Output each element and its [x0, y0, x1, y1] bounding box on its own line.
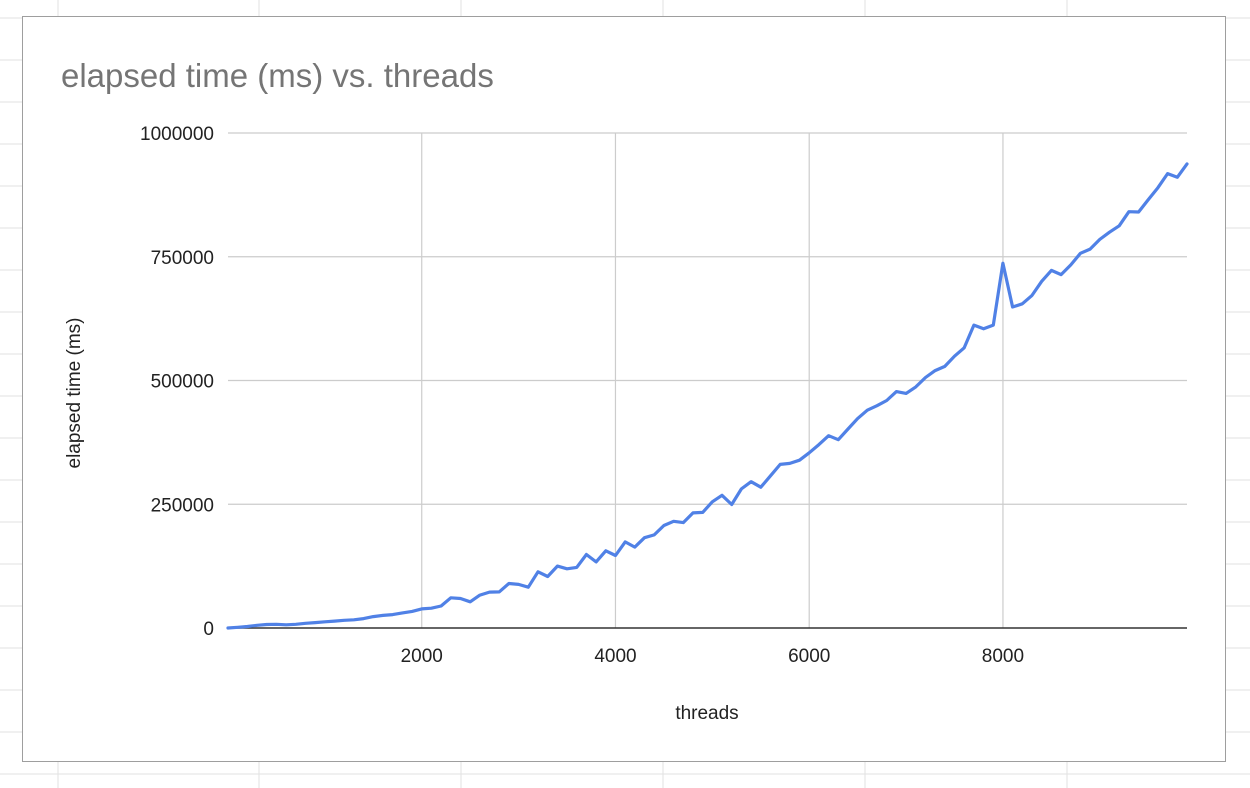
x-tick-label: 2000 — [401, 646, 443, 667]
x-axis-title: threads — [675, 703, 738, 724]
y-axis-title: elapsed time (ms) — [64, 318, 85, 469]
series-line-elapsed-time[interactable] — [226, 162, 1189, 630]
y-tick-label: 250000 — [151, 495, 214, 516]
y-tick-label: 500000 — [151, 372, 214, 393]
x-tick-label: 8000 — [982, 646, 1024, 667]
gridlines — [228, 132, 1187, 628]
x-tick-label: 6000 — [788, 646, 830, 667]
x-tick-label: 4000 — [594, 646, 636, 667]
y-axis-ticks: 0 250000 500000 750000 1000000 — [140, 124, 214, 640]
y-tick-label: 750000 — [151, 248, 214, 269]
y-tick-label: 1000000 — [140, 124, 214, 145]
series-group — [226, 162, 1189, 630]
chart-card[interactable] — [22, 16, 1226, 762]
chart-title: elapsed time (ms) vs. threads — [61, 57, 494, 94]
y-tick-label: 0 — [203, 619, 214, 640]
x-axis-ticks: 2000 4000 6000 8000 — [401, 646, 1024, 667]
